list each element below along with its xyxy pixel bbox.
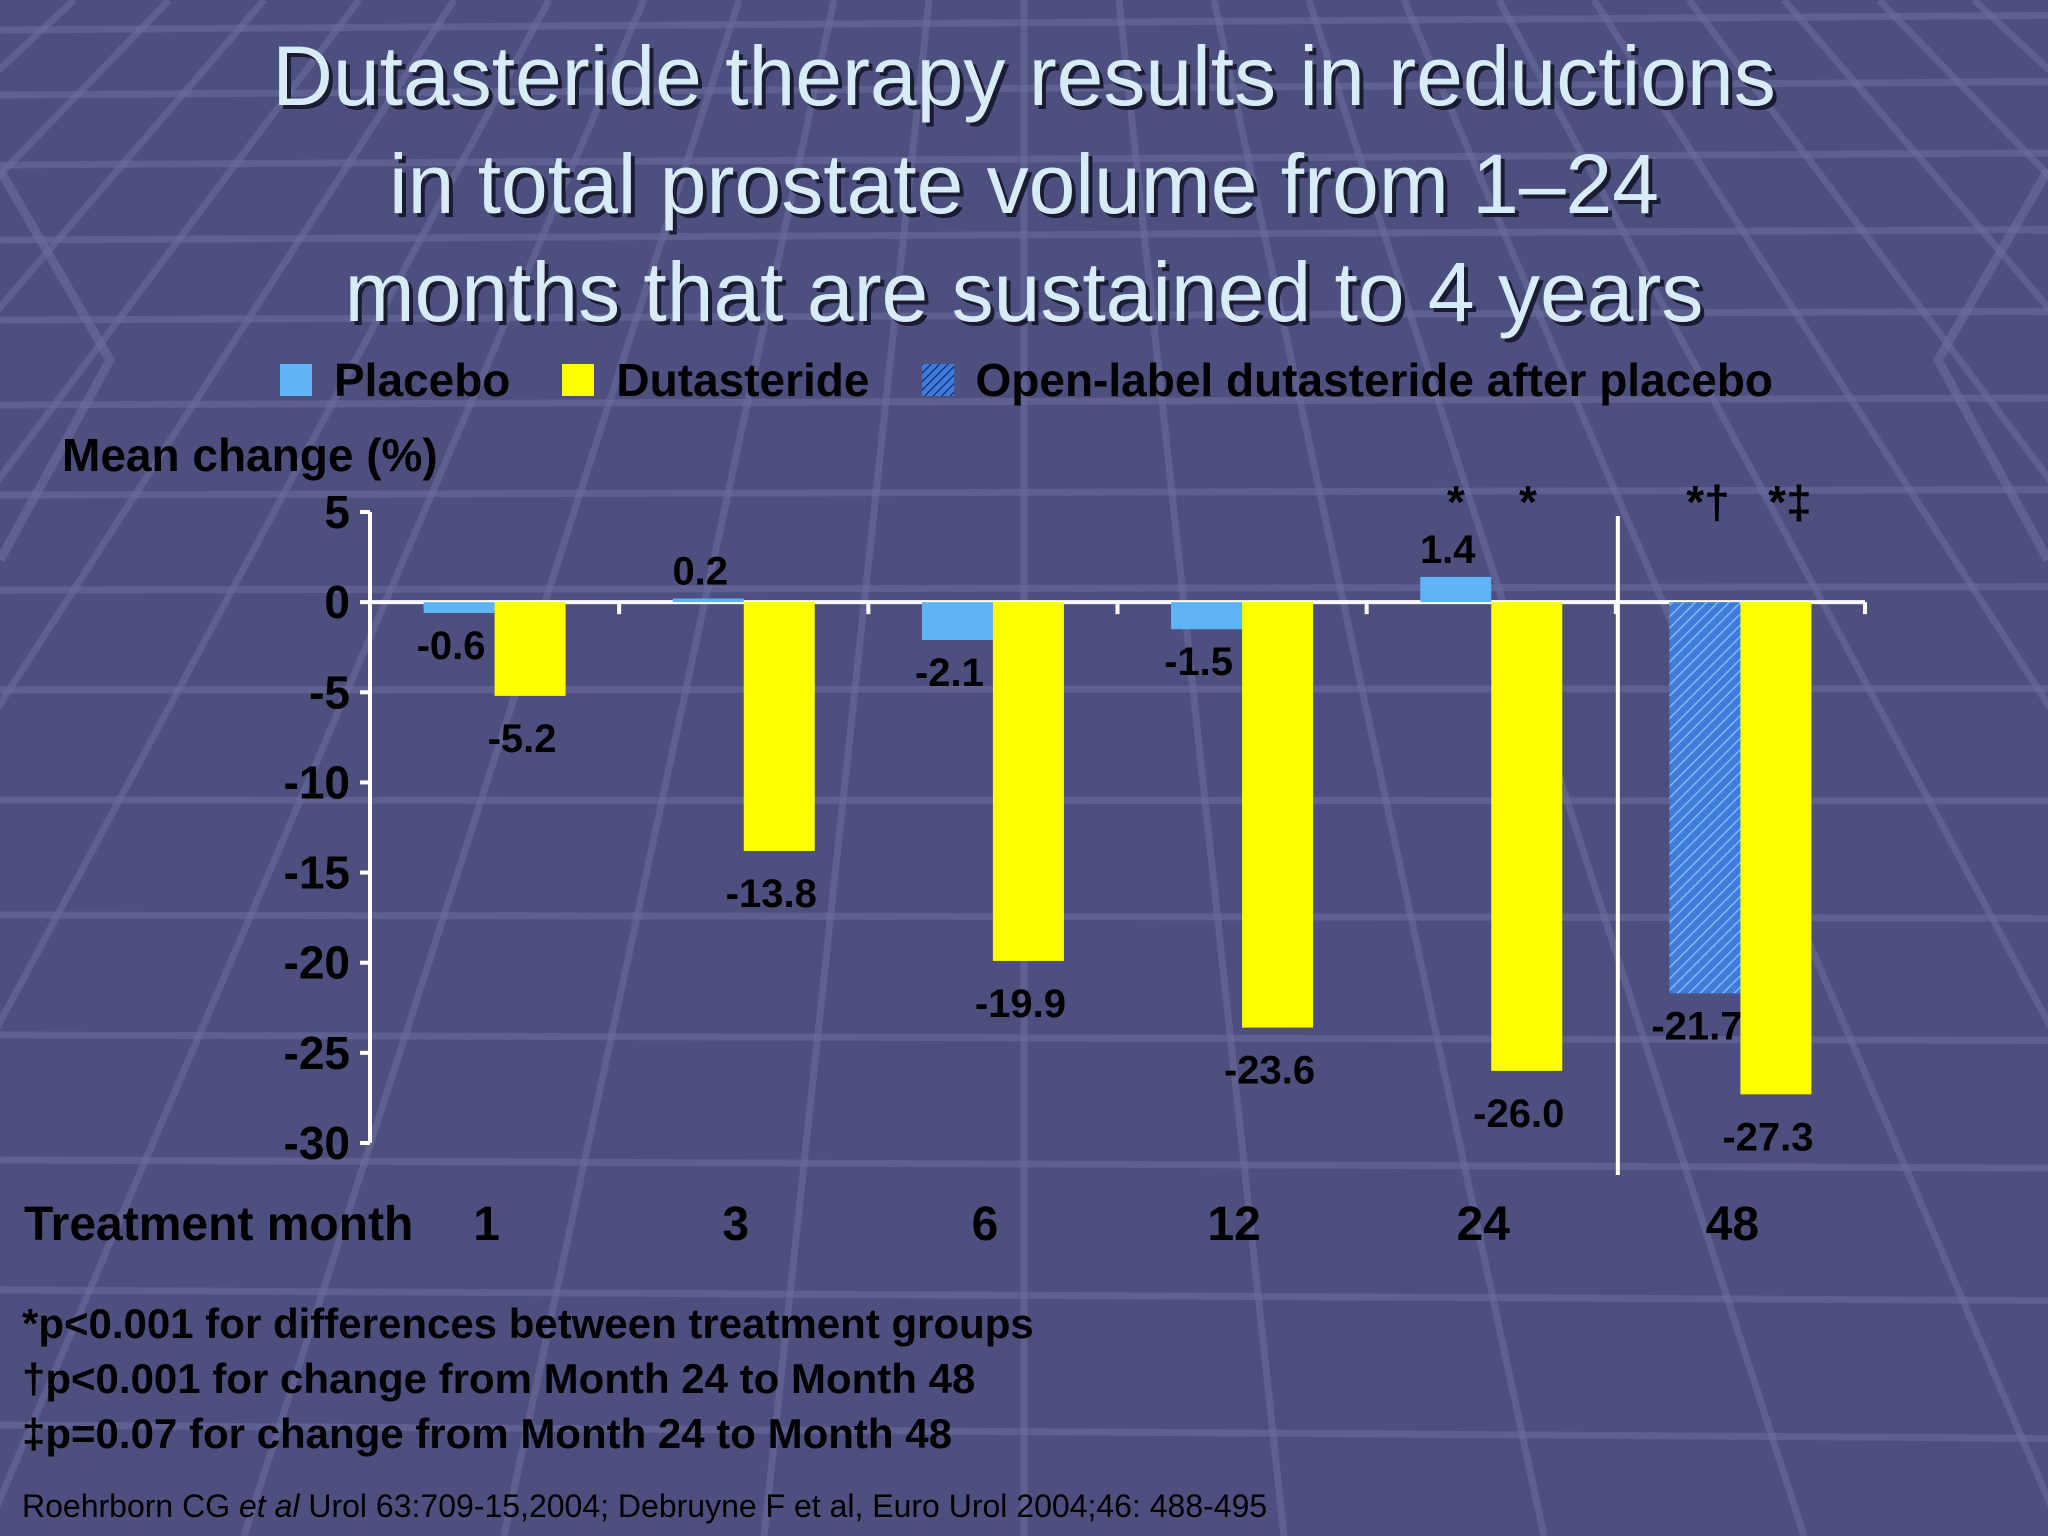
open-label-swatch — [921, 364, 954, 396]
grid-vertical-line — [0, 0, 267, 313]
significance-marker: *† — [1686, 476, 1729, 528]
grid-vertical-line — [0, 0, 362, 484]
legend-item-open-label: Open-label dutasteride after placebo — [921, 353, 1774, 407]
title-line-2: in total prostate volume from 1–24 — [388, 137, 1659, 231]
x-category-label: 1 — [473, 1198, 500, 1251]
significance-marker: *‡ — [1768, 476, 1811, 528]
citation: Roehrborn CG et al Urol 63:709-15,2004; … — [22, 1488, 1267, 1525]
y-tick-label: 0 — [324, 576, 350, 628]
dutasteride-bar — [1740, 602, 1812, 1095]
legend-label-open-label: Open-label dutasteride after placebo — [975, 354, 1774, 406]
open-label-bar — [1669, 602, 1741, 994]
dutasteride-bar — [1242, 602, 1314, 1028]
title-line-3: months that are sustained to 4 years — [344, 245, 1704, 339]
x-category-label: 3 — [722, 1198, 749, 1251]
grid-vertical-line — [0, 0, 648, 1508]
legend-item-dutasteride: Dutasteride — [562, 353, 870, 407]
bar-chart: 5 0 -5 -10 -15 -20 -25 -30 -0.6 -5.2 1 0.2 -13.8 3 -2.… — [24, 476, 1867, 1251]
x-category-label: 48 — [1706, 1198, 1759, 1251]
y-tick-label: -25 — [284, 1027, 350, 1079]
grid-vertical-line — [1115, 0, 1288, 1536]
grid-vertical-line — [1495, 0, 2048, 1030]
title-line-1: Dutasteride therapy results in reduction… — [272, 29, 1776, 123]
dutasteride-bar-label: -5.2 — [488, 717, 557, 761]
significance-marker: * — [1519, 476, 1537, 528]
dutasteride-bar-label: -26.0 — [1473, 1092, 1564, 1136]
y-tick-label: -5 — [309, 666, 350, 718]
citation-et-al: et al — [238, 1488, 300, 1524]
dutasteride-bar-label: -23.6 — [1224, 1049, 1315, 1093]
dutasteride-bar — [743, 602, 815, 851]
dutasteride-bar — [992, 602, 1064, 961]
placebo-bar-label: -0.6 — [417, 624, 486, 668]
placebo-bar — [1420, 576, 1492, 603]
legend-item-placebo: Placebo — [280, 353, 510, 407]
footnote-3: ‡p=0.07 for change from Month 24 to Mont… — [22, 1410, 952, 1457]
grid-chevron-right — [1932, 167, 2048, 563]
grid-vertical-line — [760, 0, 933, 1536]
placebo-bar-label: 0.2 — [672, 550, 728, 594]
x-category-label: 6 — [972, 1198, 999, 1251]
x-category-label: 24 — [1457, 1198, 1511, 1251]
slide-title: Dutasteride therapy results in reduction… — [0, 22, 2048, 346]
legend-label-dutasteride: Dutasteride — [616, 354, 870, 406]
placebo-swatch — [280, 364, 312, 396]
placebo-bar-label: -1.5 — [1164, 640, 1233, 684]
dutasteride-swatch — [562, 364, 595, 396]
y-tick-label: 5 — [324, 486, 350, 538]
y-tick-label: -15 — [284, 847, 350, 899]
grid-vertical-line — [1591, 0, 2048, 711]
dutasteride-bar-label: -27.3 — [1722, 1115, 1813, 1159]
y-tick-label: -10 — [284, 756, 350, 808]
citation-authors: Roehrborn CG — [22, 1488, 239, 1524]
grid-vertical-line — [0, 0, 553, 1030]
y-axis-label: Mean change (%) — [62, 429, 438, 481]
grid-vertical-line — [0, 0, 457, 711]
placebo-bar — [1171, 602, 1243, 630]
citation-refs: Urol 63:709-15,2004; Debruyne F et al, E… — [299, 1488, 1268, 1524]
footnote-2: †p<0.001 for change from Month 24 to Mon… — [22, 1355, 976, 1402]
grid-vertical-line — [1210, 0, 1548, 1536]
placebo-bar — [423, 602, 495, 613]
legend-label-placebo: Placebo — [334, 354, 511, 406]
dutasteride-bar-label: -19.9 — [975, 982, 1066, 1026]
open-label-bar-label: -21.7 — [1651, 1004, 1742, 1048]
x-category-label: 12 — [1207, 1198, 1260, 1251]
significance-marker: * — [1447, 476, 1465, 528]
placebo-bar — [672, 598, 744, 603]
dutasteride-bar — [494, 602, 566, 696]
placebo-bar-label: -2.1 — [915, 651, 984, 695]
y-tick-label: -30 — [284, 1117, 350, 1169]
placebo-bar — [921, 602, 993, 641]
y-tick-label: -20 — [284, 937, 350, 989]
grid-chevron-left — [0, 167, 116, 563]
footnotes: *p<0.001 for differences between treatme… — [22, 1296, 1034, 1461]
dutasteride-bar — [1491, 602, 1563, 1071]
grid-vertical-line — [1781, 0, 2048, 313]
placebo-bar-label: 1.4 — [1420, 528, 1476, 572]
footnote-1: *p<0.001 for differences between treatme… — [22, 1300, 1034, 1347]
chart-legend: Placebo Dutasteride Open-label dutasteri… — [280, 352, 1825, 408]
dutasteride-bar-label: -13.8 — [726, 872, 817, 916]
grid-vertical-line — [1686, 0, 2048, 484]
grid-vertical-line — [240, 0, 743, 1536]
x-axis-label: Treatment month — [24, 1198, 413, 1251]
grid-vertical-line — [500, 0, 838, 1536]
